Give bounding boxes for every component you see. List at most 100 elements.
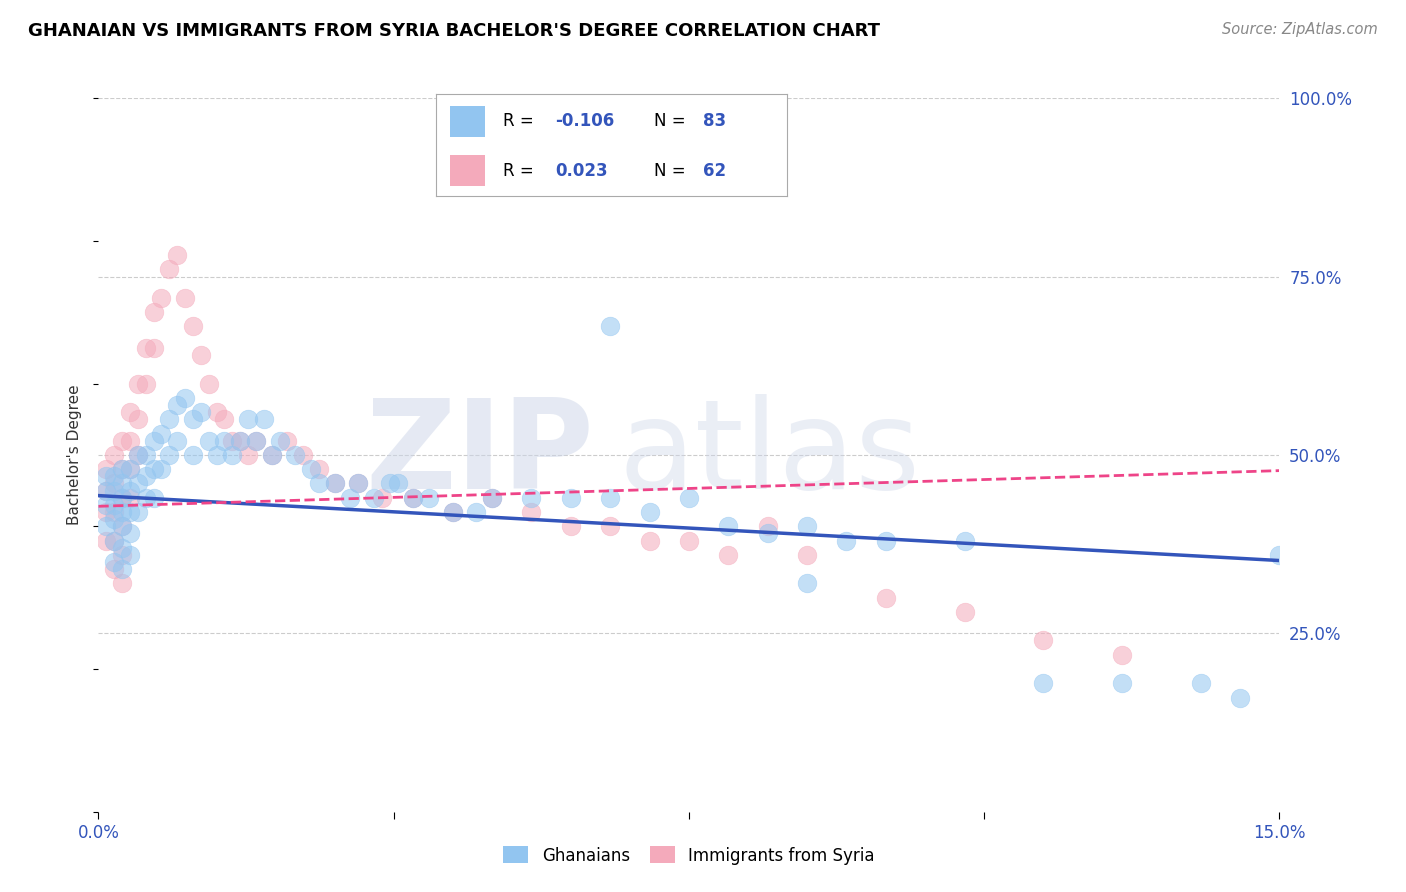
Point bbox=[181, 448, 204, 462]
Point bbox=[678, 491, 700, 505]
Point bbox=[103, 448, 125, 462]
Point bbox=[157, 412, 180, 426]
Legend: Ghanaians, Immigrants from Syria: Ghanaians, Immigrants from Syria bbox=[496, 839, 882, 871]
Text: atlas: atlas bbox=[619, 394, 920, 516]
Point bbox=[118, 526, 141, 541]
Point bbox=[166, 398, 188, 412]
Point bbox=[96, 498, 118, 512]
Point bbox=[221, 434, 243, 448]
Point bbox=[717, 519, 740, 533]
Text: Source: ZipAtlas.com: Source: ZipAtlas.com bbox=[1222, 22, 1378, 37]
Point bbox=[520, 491, 543, 505]
Point bbox=[111, 476, 134, 491]
Text: ZIP: ZIP bbox=[366, 394, 595, 516]
Point bbox=[103, 533, 125, 548]
Point bbox=[150, 462, 173, 476]
Point bbox=[756, 526, 779, 541]
Point bbox=[157, 448, 180, 462]
Point bbox=[560, 491, 582, 505]
Point bbox=[245, 434, 267, 448]
Point bbox=[299, 462, 322, 476]
Point bbox=[245, 434, 267, 448]
Point bbox=[378, 476, 401, 491]
Point bbox=[953, 533, 976, 548]
Point bbox=[1111, 676, 1133, 690]
Point bbox=[103, 555, 125, 569]
Point bbox=[875, 591, 897, 605]
Point bbox=[236, 412, 259, 426]
Point bbox=[142, 434, 165, 448]
Point bbox=[260, 448, 283, 462]
Bar bbox=[450, 106, 485, 136]
Text: 62: 62 bbox=[703, 161, 725, 179]
Point bbox=[111, 491, 134, 505]
Text: -0.106: -0.106 bbox=[555, 112, 614, 130]
Point bbox=[127, 448, 149, 462]
Point bbox=[756, 519, 779, 533]
Point bbox=[142, 341, 165, 355]
Point bbox=[214, 434, 236, 448]
Point bbox=[1268, 548, 1291, 562]
Point bbox=[1189, 676, 1212, 690]
Point bbox=[103, 512, 125, 526]
Text: N =: N = bbox=[654, 112, 690, 130]
Point bbox=[135, 448, 157, 462]
Point bbox=[1032, 676, 1054, 690]
Point bbox=[402, 491, 425, 505]
Point bbox=[142, 305, 165, 319]
Point bbox=[174, 291, 197, 305]
Point bbox=[96, 483, 118, 498]
Point bbox=[118, 462, 141, 476]
Point bbox=[481, 491, 503, 505]
Text: R =: R = bbox=[503, 161, 538, 179]
Point bbox=[214, 412, 236, 426]
Point bbox=[418, 491, 440, 505]
Point bbox=[481, 491, 503, 505]
Point bbox=[465, 505, 488, 519]
Point bbox=[308, 476, 330, 491]
Point bbox=[96, 469, 118, 483]
Point bbox=[118, 483, 141, 498]
Point bbox=[638, 533, 661, 548]
Point bbox=[111, 434, 134, 448]
Point bbox=[520, 505, 543, 519]
Point bbox=[96, 483, 118, 498]
Point bbox=[347, 476, 370, 491]
Point bbox=[166, 434, 188, 448]
Point bbox=[1111, 648, 1133, 662]
Point bbox=[181, 319, 204, 334]
Point bbox=[796, 548, 818, 562]
Point bbox=[308, 462, 330, 476]
Point bbox=[96, 462, 118, 476]
Point bbox=[127, 476, 149, 491]
Point bbox=[363, 491, 385, 505]
Text: 0.023: 0.023 bbox=[555, 161, 607, 179]
Point bbox=[111, 491, 134, 505]
Point bbox=[166, 248, 188, 262]
Text: GHANAIAN VS IMMIGRANTS FROM SYRIA BACHELOR'S DEGREE CORRELATION CHART: GHANAIAN VS IMMIGRANTS FROM SYRIA BACHEL… bbox=[28, 22, 880, 40]
Point bbox=[118, 434, 141, 448]
Point bbox=[339, 491, 361, 505]
Point bbox=[236, 448, 259, 462]
Point bbox=[103, 483, 125, 498]
Point bbox=[103, 498, 125, 512]
Point bbox=[402, 491, 425, 505]
Point bbox=[103, 505, 125, 519]
Point bbox=[118, 548, 141, 562]
Point bbox=[323, 476, 346, 491]
Point bbox=[190, 348, 212, 362]
Point bbox=[717, 548, 740, 562]
Point bbox=[796, 519, 818, 533]
Point bbox=[96, 519, 118, 533]
Point bbox=[253, 412, 276, 426]
Point bbox=[292, 448, 315, 462]
Point bbox=[111, 541, 134, 555]
Point bbox=[205, 405, 228, 419]
Point bbox=[127, 376, 149, 391]
Point bbox=[118, 462, 141, 476]
Point bbox=[197, 434, 219, 448]
Text: 83: 83 bbox=[703, 112, 725, 130]
Point bbox=[127, 448, 149, 462]
Point bbox=[953, 605, 976, 619]
Point bbox=[135, 341, 157, 355]
